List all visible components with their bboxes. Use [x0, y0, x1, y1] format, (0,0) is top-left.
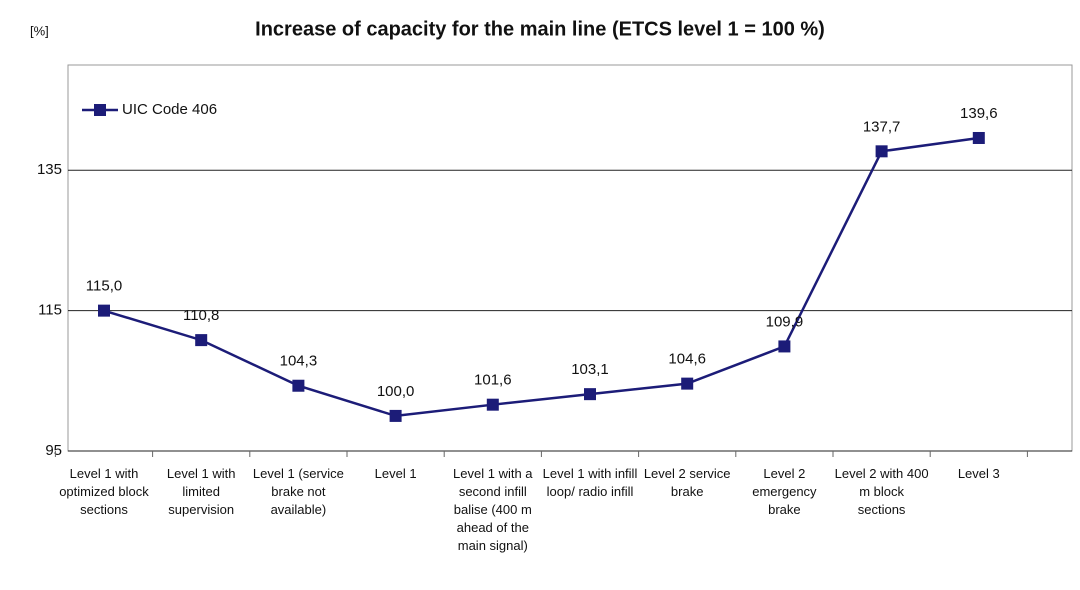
y-tick-label: 135 — [37, 161, 62, 178]
x-tick-label: Level 2 with 400 m block sections — [834, 466, 929, 517]
point-marker — [195, 334, 208, 347]
legend-label: UIC Code 406 — [122, 101, 217, 118]
data-label: 100,0 — [377, 383, 415, 400]
point-marker — [681, 377, 694, 390]
data-label: 109,9 — [766, 313, 804, 330]
data-label: 110,8 — [183, 307, 219, 324]
x-tick-label: Level 1 with a second infill balise (400… — [453, 466, 533, 553]
y-tick-label: 115 — [38, 302, 62, 319]
y-tick-label: 95 — [45, 442, 62, 459]
y-axis-label: [%] — [30, 23, 49, 38]
point-marker — [98, 304, 110, 317]
point-marker — [875, 145, 888, 158]
series-line — [103, 136, 979, 418]
data-label: 103,1 — [571, 361, 609, 378]
x-tick-label: Level 1 with limited supervision — [166, 466, 236, 517]
data-label: 101,6 — [474, 372, 512, 389]
x-tick-label: Level 1 — [374, 466, 417, 481]
data-label: 104,3 — [280, 353, 318, 370]
x-tick-label: Level 2 service brake — [643, 466, 731, 499]
point-marker — [292, 379, 305, 392]
plot-border — [67, 64, 1073, 452]
data-label: 139,6 — [960, 105, 998, 122]
chart-title: Increase of capacity for the main line (… — [255, 18, 825, 40]
point-marker — [389, 409, 402, 422]
x-tick-label: Level 1 (service brake not available) — [252, 466, 344, 517]
point-marker — [584, 388, 596, 401]
point-marker — [972, 131, 985, 144]
x-tick-label: Level 1 with infill loop/ radio infill — [542, 466, 638, 499]
point-marker — [778, 340, 791, 353]
x-tick-label: Level 1 with optimized block sections — [59, 466, 149, 517]
data-label: 115,0 — [86, 278, 122, 295]
data-label: 137,7 — [863, 118, 901, 135]
point-marker — [486, 398, 499, 411]
data-label: 104,6 — [668, 351, 706, 368]
x-tick-label: Level 2 emergency brake — [752, 466, 817, 517]
legend-marker — [94, 104, 106, 116]
x-tick-label: Level 3 — [957, 466, 1000, 481]
